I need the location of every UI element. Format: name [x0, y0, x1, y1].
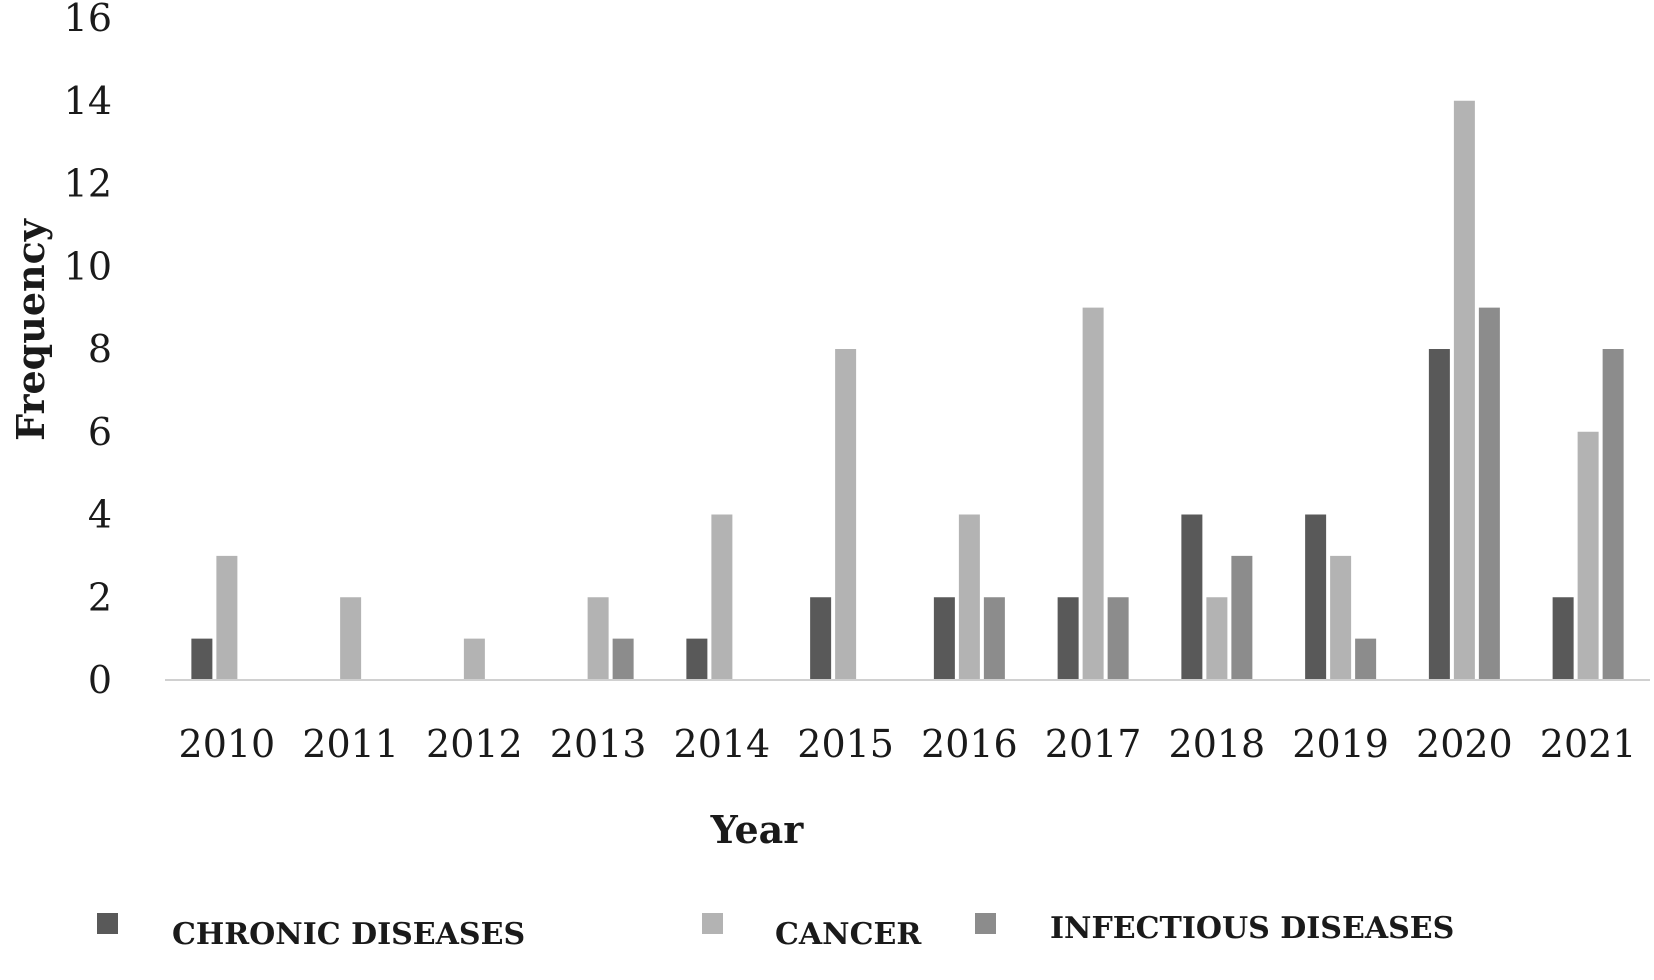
x-tick-label: 2010: [179, 722, 276, 766]
x-tick-label: 2013: [550, 722, 647, 766]
legend-swatch: [97, 913, 118, 934]
bar-infectious-diseases-2020: [1478, 307, 1500, 680]
bar-cancer-2011: [340, 597, 362, 680]
x-tick-label: 2020: [1416, 722, 1513, 766]
y-tick-label: 14: [64, 79, 112, 123]
x-tick-label: 2014: [674, 722, 771, 766]
bar-infectious-diseases-2021: [1602, 349, 1624, 680]
bar-cancer-2021: [1577, 431, 1599, 680]
bar-cancer-2016: [958, 514, 980, 680]
legend-label: INFECTIOUS DISEASES: [1050, 911, 1454, 946]
y-tick-label: 10: [64, 244, 112, 288]
legend-swatch: [702, 913, 723, 934]
bar-infectious-diseases-2016: [983, 597, 1005, 680]
legend-label: CHRONIC DISEASES: [172, 917, 525, 952]
x-axis-title: Year: [710, 807, 805, 852]
bar-chronic-diseases-2010: [191, 638, 213, 680]
bar-chronic-diseases-2018: [1181, 514, 1203, 680]
bars: [191, 100, 1624, 680]
bar-cancer-2018: [1206, 597, 1228, 680]
bar-infectious-diseases-2017: [1107, 597, 1129, 680]
x-tick-label: 2015: [797, 722, 894, 766]
bar-cancer-2010: [216, 555, 238, 680]
legend-label: CANCER: [775, 917, 922, 952]
legend: CHRONIC DISEASES CANCER INFECTIOUS DISEASE…: [97, 911, 1454, 952]
y-tick-label: 16: [64, 0, 112, 40]
x-tick-label: 2011: [302, 722, 399, 766]
x-tick-label: 2017: [1045, 722, 1142, 766]
bar-cancer-2019: [1330, 555, 1352, 680]
bar-chronic-diseases-2014: [686, 638, 708, 680]
y-tick-label: 12: [64, 162, 112, 206]
bar-infectious-diseases-2019: [1355, 638, 1377, 680]
y-axis-title: Frequency: [8, 218, 53, 441]
y-tick-label: 0: [88, 658, 112, 702]
x-axis-ticks: 2010 2011 2012 2013 2014 2015 2016 2017 2018 2019…: [179, 722, 1637, 766]
bar-chronic-diseases-2019: [1305, 514, 1327, 680]
bar-infectious-diseases-2018: [1231, 555, 1253, 680]
x-tick-label: 2021: [1540, 722, 1637, 766]
bar-cancer-2012: [463, 638, 485, 680]
bar-chronic-diseases-2021: [1552, 597, 1574, 680]
bar-chronic-diseases-2015: [810, 597, 832, 680]
y-tick-label: 2: [88, 575, 112, 619]
bar-infectious-diseases-2013: [612, 638, 634, 680]
bar-chronic-diseases-2017: [1057, 597, 1079, 680]
bar-cancer-2015: [835, 349, 857, 680]
x-tick-label: 2012: [426, 722, 523, 766]
bar-cancer-2020: [1453, 100, 1475, 680]
y-tick-label: 6: [88, 410, 112, 454]
x-tick-label: 2018: [1169, 722, 1266, 766]
bar-cancer-2017: [1082, 307, 1104, 680]
x-tick-label: 2019: [1292, 722, 1389, 766]
bar-chronic-diseases-2020: [1428, 349, 1450, 680]
y-tick-label: 8: [88, 327, 112, 371]
y-axis-ticks: 0 2 4 6 8 10 12 14 16: [64, 0, 112, 702]
legend-swatch: [975, 913, 996, 934]
bar-chronic-diseases-2016: [933, 597, 955, 680]
bar-cancer-2014: [711, 514, 733, 680]
x-tick-label: 2016: [921, 722, 1018, 766]
y-tick-label: 4: [88, 493, 112, 537]
bar-cancer-2013: [587, 597, 609, 680]
